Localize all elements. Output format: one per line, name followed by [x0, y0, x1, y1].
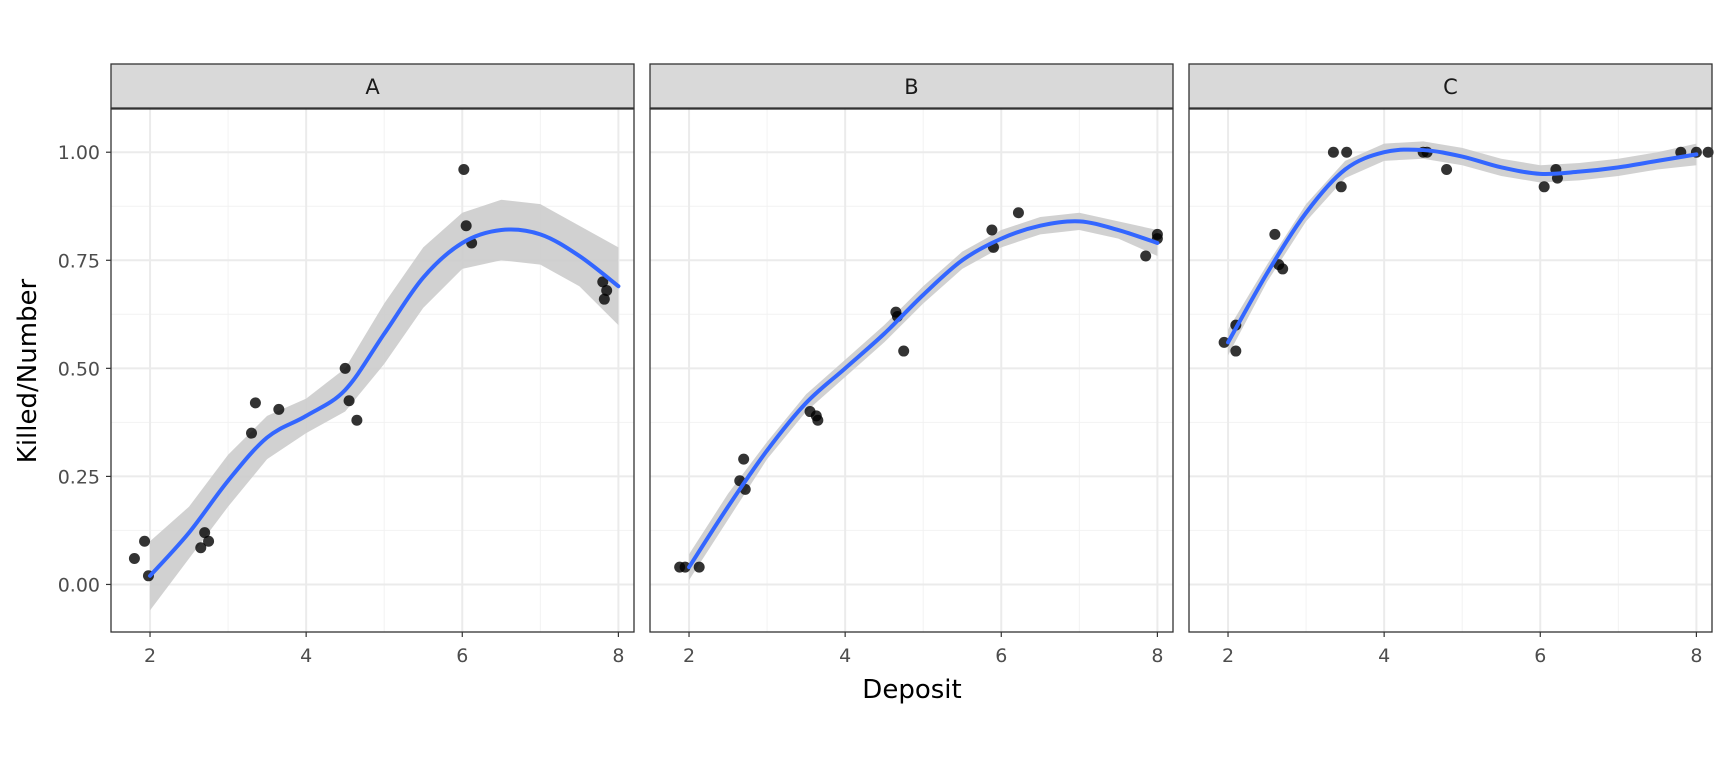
data-point [339, 362, 351, 374]
data-point [343, 395, 355, 407]
data-point [601, 285, 613, 297]
smooth-line [148, 227, 621, 578]
smooth-line [1226, 147, 1699, 345]
data-point [679, 561, 691, 573]
data-point [351, 414, 363, 426]
x-tick-label: 2 [683, 645, 695, 667]
data-point [598, 293, 610, 305]
data-point [249, 397, 261, 409]
data-point [460, 220, 472, 232]
panel-border [1188, 108, 1713, 633]
smooth-line [687, 219, 1160, 570]
panel-border [110, 108, 635, 633]
data-point [738, 453, 750, 465]
chart-panels: A 2 4 6 8 B 2 4 6 8 C 2 4 6 8 [110, 63, 1714, 667]
y-tick-label: 0.50 [58, 358, 100, 380]
panel-background [650, 109, 1173, 632]
data-point [597, 276, 609, 288]
y-tick-label: 1.00 [58, 142, 100, 164]
data-point [195, 542, 207, 554]
data-point [1269, 228, 1281, 240]
x-tick-label: 4 [839, 645, 851, 667]
data-point [128, 553, 140, 565]
data-point [199, 527, 211, 539]
y-tick-label: 0.25 [58, 466, 100, 488]
panel-border [649, 108, 1174, 633]
data-point [1441, 164, 1453, 176]
data-point [273, 403, 285, 415]
data-point [1218, 336, 1230, 348]
data-point [1702, 146, 1714, 158]
y-tick-label: 0.00 [58, 574, 100, 596]
x-tick-label: 8 [612, 645, 624, 667]
x-tick-label: 8 [1151, 645, 1163, 667]
x-tick-label: 6 [995, 645, 1007, 667]
x-tick-label: 8 [1690, 645, 1702, 667]
panel-c: C 2 4 6 8 [1188, 63, 1714, 667]
y-tick-label: 0.75 [58, 250, 100, 272]
data-point [1230, 345, 1242, 357]
data-point [898, 345, 910, 357]
data-point [1140, 250, 1152, 262]
x-tick-label: 4 [300, 645, 312, 667]
facet-strip [1188, 63, 1713, 109]
facet-strip [110, 63, 635, 109]
facet-strip-label: A [365, 75, 380, 99]
panel-b: B 2 4 6 8 [649, 63, 1174, 667]
x-tick-label: 2 [1222, 645, 1234, 667]
data-point [1277, 263, 1289, 275]
x-tick-label: 6 [456, 645, 468, 667]
data-point [139, 535, 151, 547]
panel-a: A 2 4 6 8 [110, 63, 635, 667]
panel-background [1189, 109, 1712, 632]
facet-strip [649, 63, 1174, 109]
data-point [812, 414, 824, 426]
data-point [1327, 146, 1339, 158]
data-point [1538, 181, 1550, 193]
data-point [203, 535, 215, 547]
x-tick-label: 4 [1378, 645, 1390, 667]
data-point [458, 164, 470, 176]
data-point [1335, 181, 1347, 193]
x-axis-title: Deposit [862, 675, 961, 705]
data-point [1341, 146, 1353, 158]
confidence-band [689, 212, 1158, 581]
y-axis-title: Killed/Number [13, 278, 43, 463]
data-point [246, 427, 258, 439]
y-axis-ticks: 0.00 0.25 0.50 0.75 1.00 [58, 142, 111, 596]
data-point [693, 561, 705, 573]
facet-strip-label: B [904, 75, 918, 99]
data-point [1012, 207, 1024, 219]
confidence-band [150, 199, 619, 611]
x-tick-label: 2 [144, 645, 156, 667]
facet-strip-label: C [1443, 75, 1458, 99]
x-tick-label: 6 [1534, 645, 1546, 667]
data-point [986, 224, 998, 236]
